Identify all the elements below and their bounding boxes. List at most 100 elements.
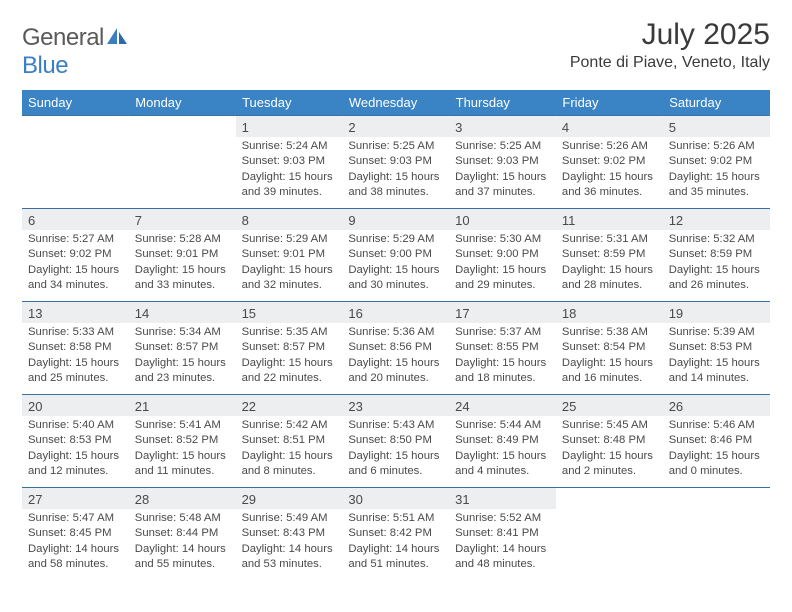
details-row: Sunrise: 5:47 AMSunset: 8:45 PMDaylight:… <box>22 509 770 580</box>
day-number-cell <box>129 116 236 138</box>
day-details-cell: Sunrise: 5:43 AMSunset: 8:50 PMDaylight:… <box>342 416 449 488</box>
day-number-cell <box>556 488 663 510</box>
calendar-table: Sunday Monday Tuesday Wednesday Thursday… <box>22 90 770 580</box>
day-number-cell: 26 <box>663 395 770 417</box>
day-number-cell: 21 <box>129 395 236 417</box>
logo-general: General <box>22 24 104 51</box>
day-details-cell: Sunrise: 5:52 AMSunset: 8:41 PMDaylight:… <box>449 509 556 580</box>
daynum-row: 6789101112 <box>22 209 770 231</box>
day-details-cell: Sunrise: 5:51 AMSunset: 8:42 PMDaylight:… <box>342 509 449 580</box>
day-number-cell: 1 <box>236 116 343 138</box>
day-details-cell: Sunrise: 5:30 AMSunset: 9:00 PMDaylight:… <box>449 230 556 302</box>
day-number-cell: 15 <box>236 302 343 324</box>
day-details-cell: Sunrise: 5:36 AMSunset: 8:56 PMDaylight:… <box>342 323 449 395</box>
day-header-row: Sunday Monday Tuesday Wednesday Thursday… <box>22 90 770 116</box>
day-details-cell: Sunrise: 5:27 AMSunset: 9:02 PMDaylight:… <box>22 230 129 302</box>
day-number-cell: 11 <box>556 209 663 231</box>
day-number-cell: 22 <box>236 395 343 417</box>
day-number-cell: 23 <box>342 395 449 417</box>
day-number-cell: 18 <box>556 302 663 324</box>
daynum-row: 20212223242526 <box>22 395 770 417</box>
day-details-cell: Sunrise: 5:42 AMSunset: 8:51 PMDaylight:… <box>236 416 343 488</box>
daynum-row: 13141516171819 <box>22 302 770 324</box>
day-details-cell: Sunrise: 5:32 AMSunset: 8:59 PMDaylight:… <box>663 230 770 302</box>
day-details-cell: Sunrise: 5:41 AMSunset: 8:52 PMDaylight:… <box>129 416 236 488</box>
day-details-cell: Sunrise: 5:28 AMSunset: 9:01 PMDaylight:… <box>129 230 236 302</box>
day-number-cell: 24 <box>449 395 556 417</box>
day-number-cell: 12 <box>663 209 770 231</box>
day-details-cell: Sunrise: 5:29 AMSunset: 9:01 PMDaylight:… <box>236 230 343 302</box>
day-details-cell: Sunrise: 5:45 AMSunset: 8:48 PMDaylight:… <box>556 416 663 488</box>
day-details-cell: Sunrise: 5:29 AMSunset: 9:00 PMDaylight:… <box>342 230 449 302</box>
day-details-cell: Sunrise: 5:39 AMSunset: 8:53 PMDaylight:… <box>663 323 770 395</box>
day-number-cell: 14 <box>129 302 236 324</box>
day-details-cell <box>556 509 663 580</box>
day-details-cell: Sunrise: 5:47 AMSunset: 8:45 PMDaylight:… <box>22 509 129 580</box>
month-title: July 2025 <box>570 18 770 52</box>
location: Ponte di Piave, Veneto, Italy <box>570 54 770 72</box>
day-details-cell <box>22 137 129 209</box>
day-number-cell: 2 <box>342 116 449 138</box>
day-number-cell: 16 <box>342 302 449 324</box>
day-number-cell: 7 <box>129 209 236 231</box>
day-number-cell <box>22 116 129 138</box>
daynum-row: 12345 <box>22 116 770 138</box>
day-header: Monday <box>129 90 236 116</box>
day-header: Thursday <box>449 90 556 116</box>
day-header: Friday <box>556 90 663 116</box>
logo-sail-icon <box>106 24 128 51</box>
day-details-cell <box>129 137 236 209</box>
details-row: Sunrise: 5:24 AMSunset: 9:03 PMDaylight:… <box>22 137 770 209</box>
day-details-cell: Sunrise: 5:38 AMSunset: 8:54 PMDaylight:… <box>556 323 663 395</box>
day-details-cell: Sunrise: 5:48 AMSunset: 8:44 PMDaylight:… <box>129 509 236 580</box>
day-header: Sunday <box>22 90 129 116</box>
calendar-body: 12345Sunrise: 5:24 AMSunset: 9:03 PMDayl… <box>22 116 770 581</box>
details-row: Sunrise: 5:27 AMSunset: 9:02 PMDaylight:… <box>22 230 770 302</box>
day-number-cell: 25 <box>556 395 663 417</box>
day-details-cell: Sunrise: 5:46 AMSunset: 8:46 PMDaylight:… <box>663 416 770 488</box>
logo-text: GeneralBlue <box>22 24 128 80</box>
day-details-cell: Sunrise: 5:25 AMSunset: 9:03 PMDaylight:… <box>449 137 556 209</box>
day-details-cell: Sunrise: 5:35 AMSunset: 8:57 PMDaylight:… <box>236 323 343 395</box>
day-details-cell: Sunrise: 5:25 AMSunset: 9:03 PMDaylight:… <box>342 137 449 209</box>
day-details-cell <box>663 509 770 580</box>
day-number-cell: 17 <box>449 302 556 324</box>
day-number-cell: 27 <box>22 488 129 510</box>
day-details-cell: Sunrise: 5:31 AMSunset: 8:59 PMDaylight:… <box>556 230 663 302</box>
day-number-cell: 8 <box>236 209 343 231</box>
day-details-cell: Sunrise: 5:37 AMSunset: 8:55 PMDaylight:… <box>449 323 556 395</box>
details-row: Sunrise: 5:40 AMSunset: 8:53 PMDaylight:… <box>22 416 770 488</box>
day-number-cell <box>663 488 770 510</box>
logo-blue: Blue <box>22 52 68 79</box>
day-number-cell: 4 <box>556 116 663 138</box>
day-details-cell: Sunrise: 5:33 AMSunset: 8:58 PMDaylight:… <box>22 323 129 395</box>
day-details-cell: Sunrise: 5:26 AMSunset: 9:02 PMDaylight:… <box>663 137 770 209</box>
day-number-cell: 5 <box>663 116 770 138</box>
day-details-cell: Sunrise: 5:26 AMSunset: 9:02 PMDaylight:… <box>556 137 663 209</box>
day-details-cell: Sunrise: 5:49 AMSunset: 8:43 PMDaylight:… <box>236 509 343 580</box>
title-block: July 2025 Ponte di Piave, Veneto, Italy <box>570 18 770 72</box>
day-number-cell: 13 <box>22 302 129 324</box>
day-number-cell: 9 <box>342 209 449 231</box>
details-row: Sunrise: 5:33 AMSunset: 8:58 PMDaylight:… <box>22 323 770 395</box>
day-number-cell: 31 <box>449 488 556 510</box>
day-details-cell: Sunrise: 5:44 AMSunset: 8:49 PMDaylight:… <box>449 416 556 488</box>
day-details-cell: Sunrise: 5:24 AMSunset: 9:03 PMDaylight:… <box>236 137 343 209</box>
day-number-cell: 10 <box>449 209 556 231</box>
day-header: Saturday <box>663 90 770 116</box>
day-details-cell: Sunrise: 5:34 AMSunset: 8:57 PMDaylight:… <box>129 323 236 395</box>
day-details-cell: Sunrise: 5:40 AMSunset: 8:53 PMDaylight:… <box>22 416 129 488</box>
day-number-cell: 20 <box>22 395 129 417</box>
logo: GeneralBlue <box>22 24 128 80</box>
header: GeneralBlue July 2025 Ponte di Piave, Ve… <box>22 18 770 80</box>
calendar-page: GeneralBlue July 2025 Ponte di Piave, Ve… <box>0 0 792 598</box>
daynum-row: 2728293031 <box>22 488 770 510</box>
day-header: Wednesday <box>342 90 449 116</box>
day-number-cell: 30 <box>342 488 449 510</box>
day-number-cell: 3 <box>449 116 556 138</box>
day-number-cell: 6 <box>22 209 129 231</box>
day-number-cell: 19 <box>663 302 770 324</box>
day-number-cell: 29 <box>236 488 343 510</box>
day-number-cell: 28 <box>129 488 236 510</box>
day-header: Tuesday <box>236 90 343 116</box>
